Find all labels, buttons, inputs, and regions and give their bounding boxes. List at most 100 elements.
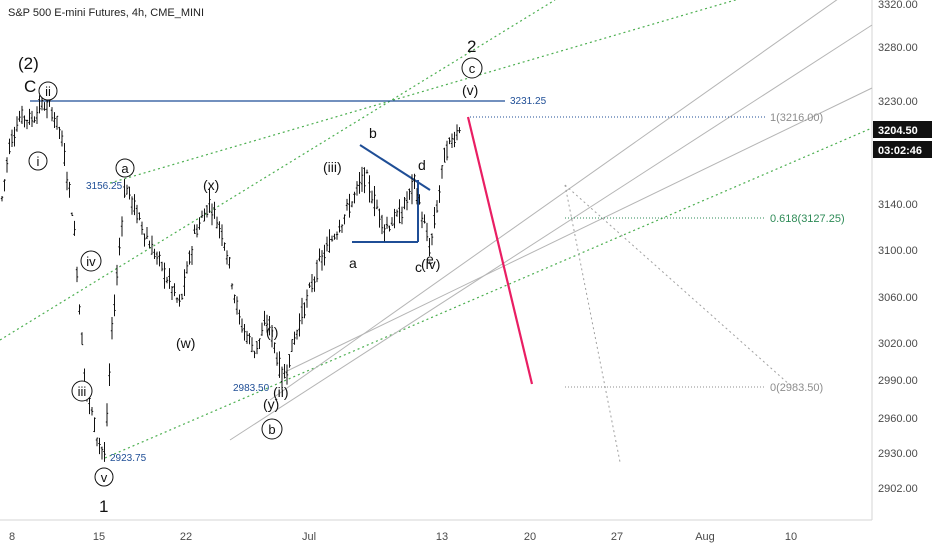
ohlc-bar (98, 437, 101, 455)
price-tick: 2990.00 (878, 375, 918, 387)
time-tick-20: 20 (524, 531, 536, 543)
time-tick-15: 15 (93, 531, 105, 543)
ohlc-bar (70, 212, 74, 217)
ohlc-bar (293, 331, 296, 345)
ohlc-bar (413, 173, 416, 189)
ohlc-bar (400, 206, 404, 225)
ohlc-bar (135, 204, 139, 224)
ohlc-bar (190, 246, 194, 265)
ohlc-bar (68, 181, 71, 198)
price-tick: 3140.00 (878, 199, 918, 211)
ohlc-bar (5, 157, 9, 173)
ohlc-bar (285, 364, 289, 385)
time-tick-aug: Aug (695, 531, 715, 543)
price-axis[interactable]: 3320.003280.003230.003180.003140.003100.… (878, 0, 918, 495)
ohlc-bar (58, 126, 61, 140)
ohlc-bar (23, 115, 26, 128)
time-tick-10: 10 (785, 531, 797, 543)
triangle-a: a (349, 255, 357, 271)
ohlc-bar (8, 138, 11, 155)
wave-iv-circle (80, 250, 102, 272)
hline-label: 3231.25 (510, 96, 547, 107)
ohlc-bar (295, 329, 299, 340)
ohlc-bar (435, 200, 439, 213)
ohlc-bar (340, 224, 344, 233)
fib-618-label: 0.618(3127.25) (770, 213, 845, 225)
ohlc-bar (390, 217, 394, 226)
price-tick: 2902.00 (878, 483, 918, 495)
ohlc-bar (203, 208, 206, 222)
ohlc-bar (73, 220, 76, 236)
green-channel-upper (0, 0, 556, 341)
ohlc-bar (110, 317, 114, 340)
wave-i-paren: (i) (266, 324, 278, 340)
ohlc-bar (260, 322, 264, 336)
ohlc-bar (35, 106, 39, 125)
time-tick-13: 13 (436, 531, 448, 543)
ohlc-bar (53, 112, 56, 129)
wave-iii-paren: (iii) (323, 159, 342, 175)
gray-dotted-cross-2 (564, 184, 621, 463)
price-tick: 3280.00 (878, 42, 918, 54)
ohlc-bar (453, 131, 456, 148)
ohlc-bar (238, 309, 241, 325)
ohlc-bar (175, 297, 179, 303)
gray-channel-3 (284, 87, 873, 373)
ohlc-bar (208, 188, 211, 213)
ohlc-bar (343, 214, 346, 225)
price-tick: 2930.00 (878, 448, 918, 460)
ohlc-bar (155, 251, 159, 265)
ohlc-bar (50, 107, 54, 122)
ohlc-bar (188, 250, 191, 265)
ohlc-bar (255, 341, 259, 355)
triangle-drawing (352, 144, 431, 243)
wave-a: a (121, 161, 129, 176)
ohlc-bar (333, 233, 336, 240)
wave-iii-circle (71, 380, 93, 402)
ohlc-bar (55, 115, 59, 130)
ohlc-bar (218, 221, 221, 239)
ohlc-bar (75, 266, 79, 283)
ohlc-bar (263, 310, 266, 326)
ohlc-bar (143, 233, 146, 247)
ohlc-bar (403, 196, 406, 210)
low-b-label: 2983.50 (233, 383, 270, 394)
ohlc-bar (348, 193, 351, 218)
trend-lines (0, 0, 873, 463)
ohlc-bar (90, 407, 94, 416)
ohlc-bar (398, 199, 401, 224)
ohlc-bar (220, 224, 224, 247)
fib-levels: 1(3216.00) 0.618(3127.25) 0(2983.50) (470, 112, 845, 394)
ohlc-bar (430, 233, 434, 246)
time-axis[interactable]: 8 15 22 Jul 13 20 27 Aug 10 (9, 531, 797, 543)
fib-0-label: 0(2983.50) (770, 382, 823, 394)
ohlc-bar (170, 286, 174, 300)
price-tick: 3320.00 (878, 0, 918, 11)
ohlc-bar (195, 224, 199, 238)
ohlc-bar (133, 194, 136, 216)
ohlc-bar (393, 208, 396, 229)
ohlc-bar (425, 222, 429, 242)
ohlc-bar (28, 108, 31, 125)
ohlc-bar (278, 351, 281, 378)
ohlc-bar (165, 276, 169, 284)
ohlc-bar (235, 296, 239, 315)
ohlc-bar (125, 184, 129, 195)
price-tick: 3020.00 (878, 338, 918, 350)
countdown-box (873, 141, 932, 158)
ohlc-bar (305, 289, 309, 308)
ohlc-bar (113, 294, 116, 317)
ohlc-bar (200, 210, 204, 218)
ohlc-bar (178, 294, 181, 307)
projection-line (466, 116, 534, 385)
ohlc-bar (310, 273, 314, 293)
ohlc-bar (268, 315, 271, 336)
ohlc-bar (163, 262, 166, 289)
wave-b-circle (261, 418, 283, 440)
price-tick: 3060.00 (878, 292, 918, 304)
ohlc-bar (418, 194, 421, 205)
current-price: 3204.50 (878, 125, 918, 137)
ohlc-bar (100, 446, 104, 460)
